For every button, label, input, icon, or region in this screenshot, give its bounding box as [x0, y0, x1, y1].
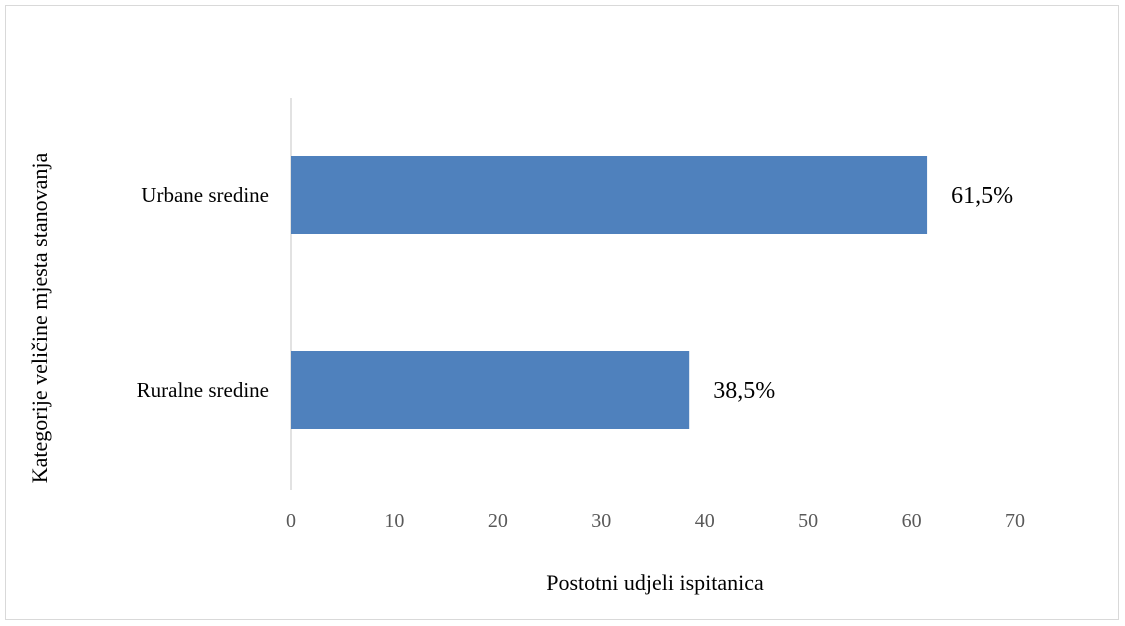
- category-label-1: Ruralne sredine: [137, 378, 269, 402]
- bar-0: [291, 156, 928, 234]
- x-tick-label-0: 0: [286, 510, 296, 532]
- x-tick-label-6: 60: [902, 510, 922, 532]
- x-tick-label-5: 50: [798, 510, 818, 532]
- x-tick-label-3: 30: [591, 510, 611, 532]
- data-label-1: 38,5%: [713, 378, 775, 404]
- chart-frame: [5, 5, 1119, 620]
- y-axis-title: Kategorije veličine mjesta stanovanja: [27, 153, 52, 484]
- x-axis-title: Postotni udjeli ispitanica: [546, 570, 764, 595]
- category-label-0: Urbane sredine: [141, 183, 269, 207]
- x-tick-label-7: 70: [1005, 510, 1025, 532]
- x-tick-label-2: 20: [488, 510, 508, 532]
- bar-1: [291, 351, 690, 429]
- data-label-0: 61,5%: [951, 183, 1013, 209]
- x-tick-label-1: 10: [384, 510, 404, 532]
- x-tick-label-4: 40: [695, 510, 715, 532]
